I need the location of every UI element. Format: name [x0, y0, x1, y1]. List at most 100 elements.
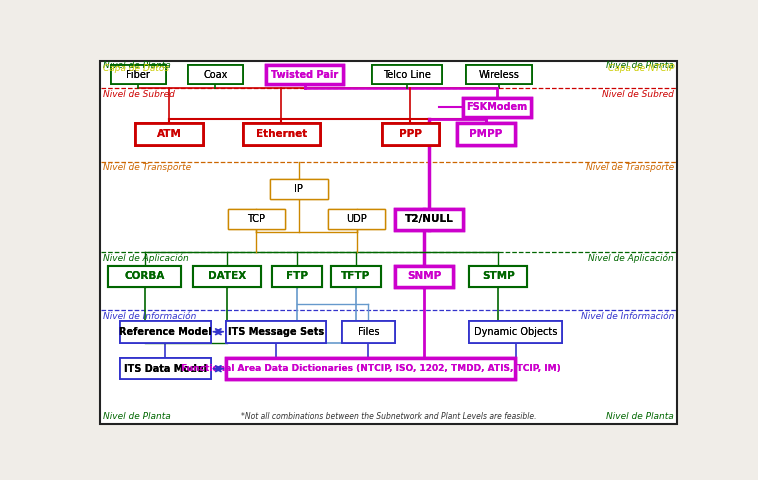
Text: Nivel de Aplicación: Nivel de Aplicación [588, 253, 674, 263]
Bar [342, 321, 396, 343]
Bar [469, 321, 562, 343]
Text: Functional Area Data Dictionaries (NTCIP, ISO, 1202, TMDD, ATIS, TCIP, IM): Functional Area Data Dictionaries (NTCIP… [180, 364, 560, 373]
Bar [135, 123, 203, 144]
Text: Fiber: Fiber [127, 70, 150, 80]
Text: TCP: TCP [247, 214, 265, 224]
Text: Reference Model: Reference Model [119, 327, 211, 337]
Bar [266, 65, 343, 84]
Bar [327, 208, 385, 228]
Bar [396, 208, 463, 230]
Text: Functional Area Data Dictionaries (NTCIP, ISO, 1202, TMDD, ATIS, TCIP, IM): Functional Area Data Dictionaries (NTCIP… [180, 364, 560, 373]
Text: Nivel de Planta: Nivel de Planta [606, 60, 674, 70]
Bar [226, 358, 515, 380]
Bar [120, 321, 211, 343]
Text: TCP: TCP [247, 214, 265, 224]
Bar [372, 65, 442, 84]
Bar [463, 97, 531, 117]
Bar [187, 65, 243, 84]
Bar [396, 265, 453, 287]
Text: PPP: PPP [399, 129, 422, 139]
Bar [120, 358, 211, 380]
Text: Telco Line: Telco Line [383, 70, 431, 80]
Text: Twisted Pair: Twisted Pair [271, 70, 338, 80]
Bar [396, 265, 453, 287]
Bar [226, 358, 515, 380]
Text: Nivel de Planta: Nivel de Planta [103, 412, 171, 421]
Bar [226, 321, 326, 343]
Bar [381, 123, 440, 144]
Bar [272, 265, 322, 287]
Bar [466, 65, 531, 84]
Bar [266, 65, 343, 84]
Text: Wireless: Wireless [478, 70, 519, 80]
Text: Telco Line: Telco Line [383, 70, 431, 80]
Text: Nivel de Subred: Nivel de Subred [103, 90, 174, 99]
Text: Files: Files [358, 327, 379, 337]
Bar [327, 208, 385, 228]
Bar [243, 123, 320, 144]
Bar [226, 321, 326, 343]
Text: Ethernet: Ethernet [255, 129, 307, 139]
Bar [135, 123, 203, 144]
Text: IP: IP [294, 184, 303, 194]
Text: IP: IP [294, 184, 303, 194]
Bar [469, 265, 527, 287]
Text: Twisted Pair: Twisted Pair [271, 70, 338, 80]
Bar [272, 265, 322, 287]
Bar [466, 65, 531, 84]
Text: ITS Data Model: ITS Data Model [124, 364, 207, 373]
Bar [469, 321, 562, 343]
Text: Files: Files [358, 327, 379, 337]
Text: ATM: ATM [157, 129, 181, 139]
Text: SNMP: SNMP [407, 271, 441, 281]
Text: PMPP: PMPP [469, 129, 503, 139]
Bar [372, 65, 442, 84]
Text: Capa de Datos: Capa de Datos [103, 64, 169, 73]
Bar [120, 321, 211, 343]
Bar [469, 265, 527, 287]
Text: PPP: PPP [399, 129, 422, 139]
Bar [463, 97, 531, 117]
Text: SNMP: SNMP [407, 271, 441, 281]
Text: FSKModem: FSKModem [466, 102, 528, 112]
Text: Nivel de Información: Nivel de Información [103, 312, 196, 321]
Text: Dynamic Objects: Dynamic Objects [474, 327, 557, 337]
Text: Wireless: Wireless [478, 70, 519, 80]
Text: Ethernet: Ethernet [255, 129, 307, 139]
Text: Nivel de Planta: Nivel de Planta [103, 60, 171, 70]
Bar [330, 265, 381, 287]
Bar [342, 321, 396, 343]
Bar [457, 123, 515, 144]
Text: Fiber: Fiber [127, 70, 150, 80]
Bar [227, 208, 285, 228]
Text: *Not all combinations between the Subnetwork and Plant Levels are feasible.: *Not all combinations between the Subnet… [241, 412, 536, 421]
Text: ITS Message Sets: ITS Message Sets [228, 327, 324, 337]
Bar [187, 65, 243, 84]
Text: T2/NULL: T2/NULL [405, 214, 453, 224]
Bar [243, 123, 320, 144]
Text: Coax: Coax [203, 70, 227, 80]
Text: Dynamic Objects: Dynamic Objects [474, 327, 557, 337]
Text: DATEX: DATEX [208, 271, 246, 281]
Text: ITS Data Model: ITS Data Model [124, 364, 207, 373]
Text: ATM: ATM [157, 129, 181, 139]
Text: TFTP: TFTP [341, 271, 371, 281]
Text: DATEX: DATEX [208, 271, 246, 281]
Bar [270, 179, 327, 199]
Bar [111, 65, 166, 84]
Text: Nivel de Subred: Nivel de Subred [603, 90, 674, 99]
Text: STMP: STMP [482, 271, 515, 281]
Bar [193, 265, 261, 287]
Text: UDP: UDP [346, 214, 367, 224]
Text: Nivel de Transporte: Nivel de Transporte [586, 163, 674, 172]
Text: Nivel de Planta: Nivel de Planta [606, 412, 674, 421]
Text: PMPP: PMPP [469, 129, 503, 139]
Bar [457, 123, 515, 144]
Text: ITS Message Sets: ITS Message Sets [228, 327, 324, 337]
Text: TFTP: TFTP [341, 271, 371, 281]
Bar [270, 179, 327, 199]
Bar [227, 208, 285, 228]
Bar [108, 265, 181, 287]
Text: FTP: FTP [287, 271, 309, 281]
Text: STMP: STMP [482, 271, 515, 281]
